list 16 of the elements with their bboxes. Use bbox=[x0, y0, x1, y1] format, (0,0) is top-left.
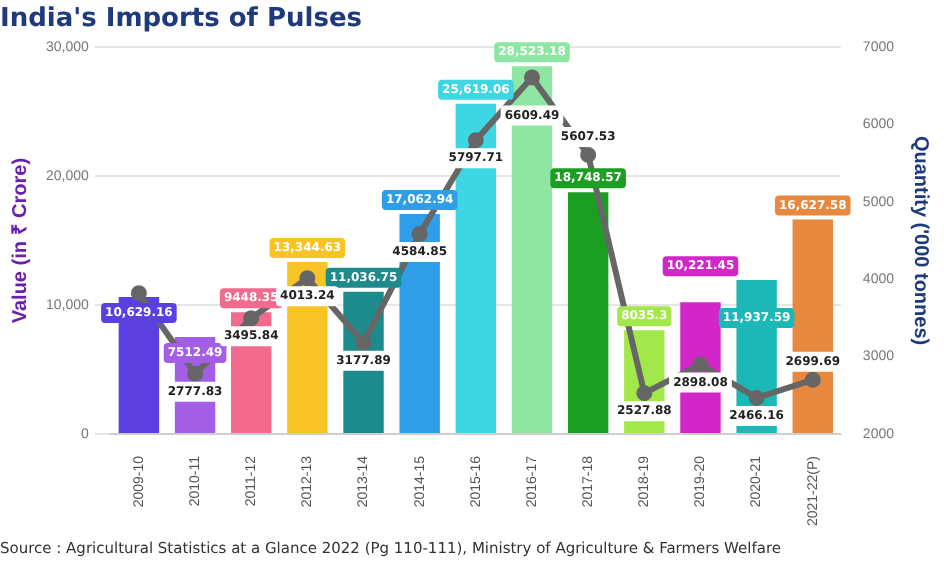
point bbox=[130, 285, 147, 302]
chart-title: India's Imports of Pulses bbox=[0, 4, 363, 35]
point bbox=[748, 389, 765, 406]
point bbox=[580, 146, 597, 163]
point bbox=[692, 356, 709, 373]
point bbox=[467, 132, 484, 149]
y2-axis-title: Quantity ('000 tonnes) bbox=[908, 135, 931, 346]
point bbox=[243, 310, 260, 327]
point bbox=[355, 334, 372, 351]
point bbox=[187, 365, 204, 382]
point bbox=[411, 226, 428, 243]
point bbox=[523, 69, 540, 86]
y-axis-title: Value (in ₹ Crore) bbox=[9, 157, 32, 324]
point bbox=[299, 270, 316, 287]
point bbox=[636, 385, 653, 402]
point bbox=[804, 371, 821, 388]
